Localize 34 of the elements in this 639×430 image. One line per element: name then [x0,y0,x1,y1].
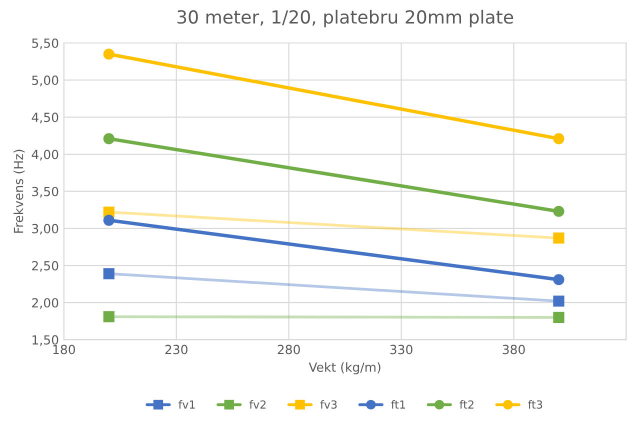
y-tick-label: 5,00 [32,76,58,86]
x-axis-title: Vekt (kg/m) [308,362,380,374]
y-tick-label: 1,50 [32,335,58,346]
point [553,232,564,244]
chart-title: 30 meter, 1/20, platebru 20mm plate [177,10,514,28]
legend-label: fv2 [249,400,266,409]
x-tick-label: 180 [53,344,75,354]
y-tick-label: 3,50 [32,186,58,198]
legend-label: ft1 [391,400,406,409]
point [553,274,564,286]
point [103,133,114,144]
y-tick-label: 3,00 [32,224,58,235]
point [553,206,564,217]
legend-label: ft2 [460,400,474,409]
point [103,311,114,322]
y-tick-label: 4,00 [32,150,58,160]
y-tick-label: 4,50 [32,112,58,124]
point [103,268,114,280]
y-tick-label: 2,50 [32,260,58,272]
y-axis-title: Frekvens (Hz) [14,150,25,233]
x-tick-label: 280 [278,344,300,354]
legend-label: ft3 [528,400,542,409]
legend-label: fv3 [320,400,337,409]
point [553,133,564,144]
point [103,48,114,60]
y-tick-label: 2,00 [32,298,58,309]
point [553,296,564,307]
point [553,312,564,324]
x-tick-label: 230 [165,344,188,354]
x-tick-label: 380 [502,344,525,354]
x-tick-label: 330 [390,344,412,354]
y-tick-label: 5,50 [32,38,58,50]
point [103,214,114,226]
legend-label: fv1 [178,400,195,409]
